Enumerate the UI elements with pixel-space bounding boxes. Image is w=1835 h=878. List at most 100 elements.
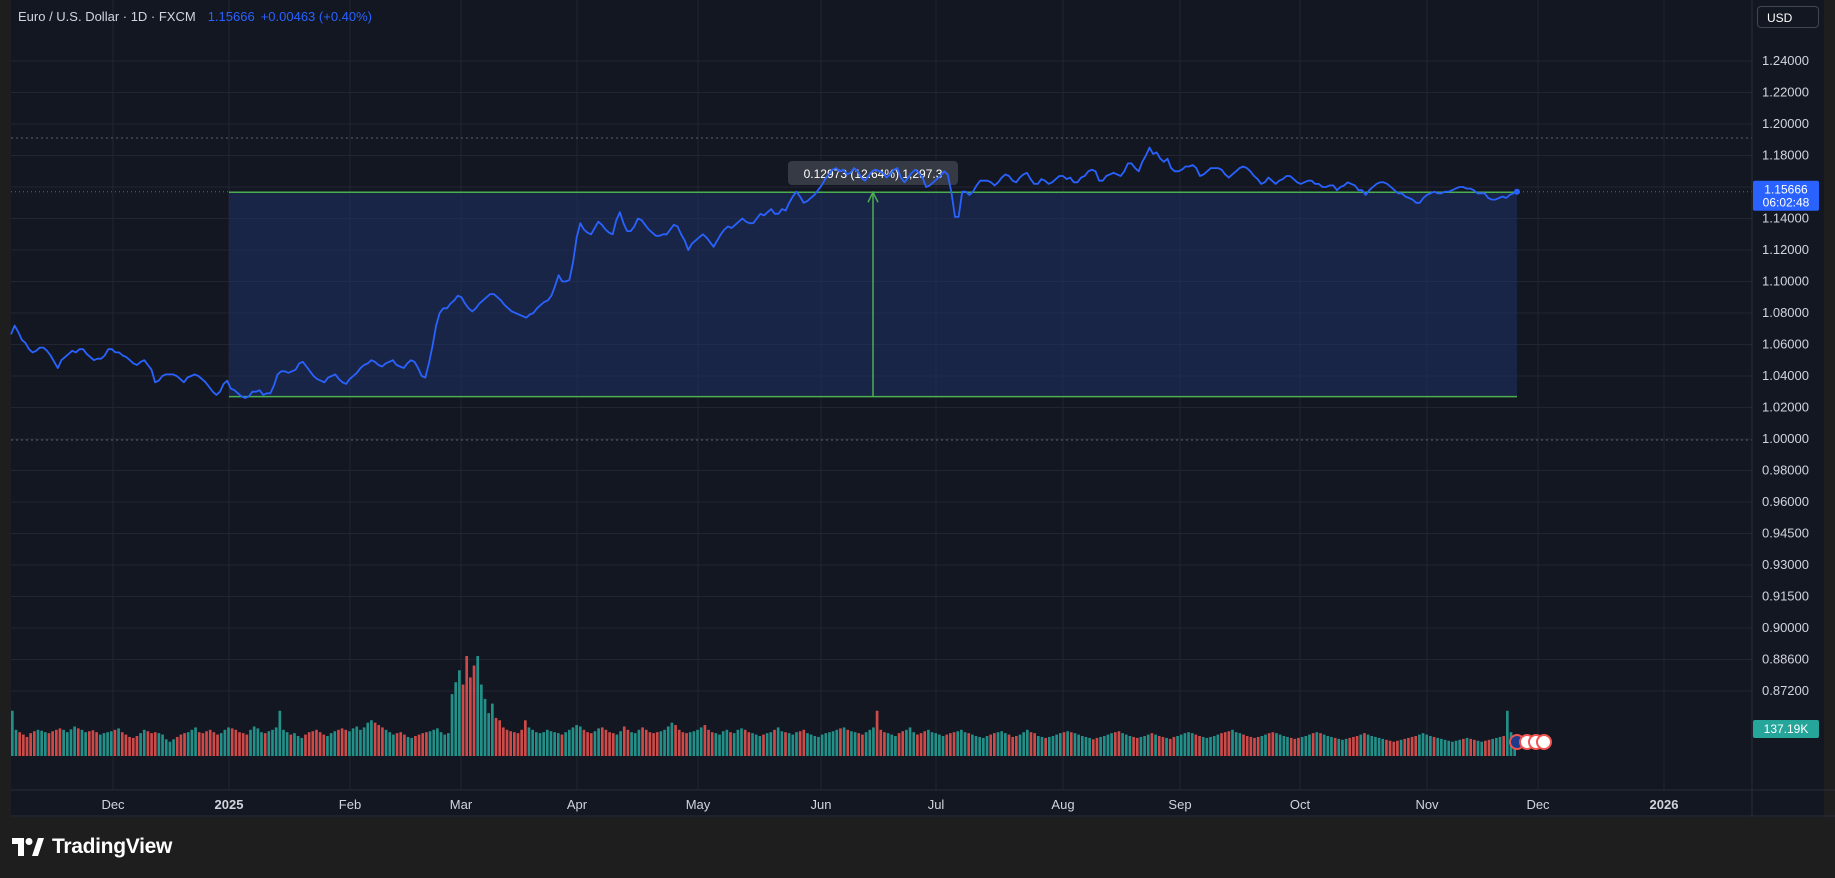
- volume-bar: [1201, 736, 1205, 756]
- price-range-measure[interactable]: 0.12973 (12.64%) 1,297.3: [229, 161, 1517, 398]
- volume-bar: [1150, 733, 1154, 756]
- volume-bar: [1113, 732, 1117, 756]
- volume-bar: [1396, 740, 1399, 756]
- volume-bar: [388, 732, 392, 756]
- volume-bar: [1132, 736, 1135, 756]
- volume-bar: [21, 734, 25, 756]
- time-axis[interactable]: Dec 2025 Feb Mar Apr May Jun Jul Aug Sep Oct Nov Dec…: [11, 789, 1835, 817]
- volume-bar: [1260, 736, 1264, 756]
- volume-bar: [564, 732, 567, 756]
- volume-bar: [65, 732, 69, 756]
- volume-bar: [978, 736, 982, 756]
- volume-bar: [791, 734, 795, 756]
- volume-bar: [1473, 739, 1476, 756]
- volume-bar: [1414, 736, 1418, 756]
- volume-bar: [1311, 733, 1315, 756]
- volume-bar: [102, 733, 106, 756]
- volume-bar: [183, 733, 186, 756]
- y-tick-label: 1.06000: [1762, 337, 1809, 352]
- volume-bar: [813, 736, 817, 756]
- volume-bar: [897, 733, 901, 756]
- volume-bar: [278, 710, 282, 756]
- volume-bar: [315, 729, 318, 756]
- volume-bar: [1121, 733, 1124, 756]
- volume-bar: [1172, 736, 1176, 756]
- volume-bar: [84, 732, 87, 756]
- volume-bar: [523, 720, 527, 756]
- volume-bar: [1385, 739, 1388, 756]
- volume-bar: [1322, 734, 1326, 756]
- volume-bar: [502, 727, 505, 756]
- volume-bar: [531, 729, 534, 756]
- volume-bar: [1117, 731, 1121, 756]
- volume-bar: [567, 729, 571, 756]
- volume-bar: [421, 733, 425, 756]
- volume-bar: [1359, 734, 1363, 756]
- volume-bar: [333, 731, 337, 756]
- volume-bar: [1249, 736, 1253, 756]
- volume-bar: [1282, 736, 1286, 756]
- volume-bar: [824, 733, 828, 756]
- price-axis[interactable]: 1.240001.220001.200001.180001.160001.140…: [1751, 0, 1809, 817]
- symbol-title[interactable]: Euro / U.S. Dollar · 1D · FXCM: [18, 9, 196, 24]
- volume-bar: [14, 729, 18, 756]
- y-tick-label: 1.20000: [1762, 116, 1809, 131]
- volume-bar: [622, 726, 626, 756]
- volume-bar: [1025, 729, 1029, 756]
- volume-bar: [509, 731, 512, 756]
- volume-bar: [1421, 733, 1425, 756]
- last-price-label: 1.15666: [1764, 183, 1808, 197]
- volume-bar: [1143, 736, 1146, 756]
- volume-bar: [949, 733, 952, 756]
- volume-bar: [58, 728, 62, 756]
- volume-bar: [549, 731, 553, 756]
- volume-bar: [648, 732, 652, 756]
- volume-bar: [1476, 740, 1480, 756]
- volume-bar: [417, 734, 421, 756]
- tradingview-logo[interactable]: TradingView: [12, 835, 172, 859]
- x-tick-label: Feb: [339, 797, 361, 812]
- volume-bar: [604, 729, 608, 756]
- volume-bar: [274, 727, 278, 756]
- currency-button[interactable]: USD: [1757, 6, 1819, 28]
- volume-bar: [1179, 734, 1183, 756]
- volume-bar: [234, 729, 238, 756]
- volume-bar: [289, 734, 293, 756]
- volume-bar: [802, 729, 806, 756]
- volume-bar: [1454, 740, 1458, 756]
- volume-bar: [982, 737, 985, 756]
- x-tick-label: Dec: [101, 797, 125, 812]
- x-tick-label: Jun: [811, 797, 832, 812]
- volume-bar: [974, 736, 978, 756]
- volume-bar: [1036, 736, 1040, 756]
- plot-background: [11, 0, 1824, 817]
- x-tick-label: 2026: [1650, 797, 1679, 812]
- volume-bar: [1055, 734, 1058, 756]
- volume-bar: [747, 732, 751, 756]
- volume-bar: [952, 732, 956, 756]
- volume-bar: [1440, 738, 1443, 756]
- volume-bar: [11, 710, 14, 756]
- measure-tooltip-bg: [788, 161, 958, 185]
- volume-bar: [1044, 737, 1047, 756]
- volume-bar: [732, 733, 736, 756]
- volume-bar: [1091, 739, 1095, 756]
- volume-bar: [1388, 740, 1392, 756]
- volume-bar: [985, 736, 989, 756]
- volume-bar: [971, 734, 974, 756]
- volume-bar: [95, 732, 98, 756]
- volume-bar: [912, 732, 916, 756]
- volume-bar: [1337, 738, 1341, 756]
- volume-bar: [963, 732, 967, 756]
- volume-bar: [73, 726, 76, 756]
- volume-bar: [1436, 737, 1440, 756]
- last-price-dot: [1514, 188, 1520, 195]
- volume-bar: [1278, 734, 1282, 756]
- volume-bar: [406, 736, 410, 756]
- volume-bar: [241, 733, 245, 756]
- volume-bar: [758, 736, 762, 756]
- volume-bar: [1157, 736, 1161, 756]
- symbol-header[interactable]: Euro / U.S. Dollar · 1D · FXCM 1.15666 +…: [18, 9, 372, 24]
